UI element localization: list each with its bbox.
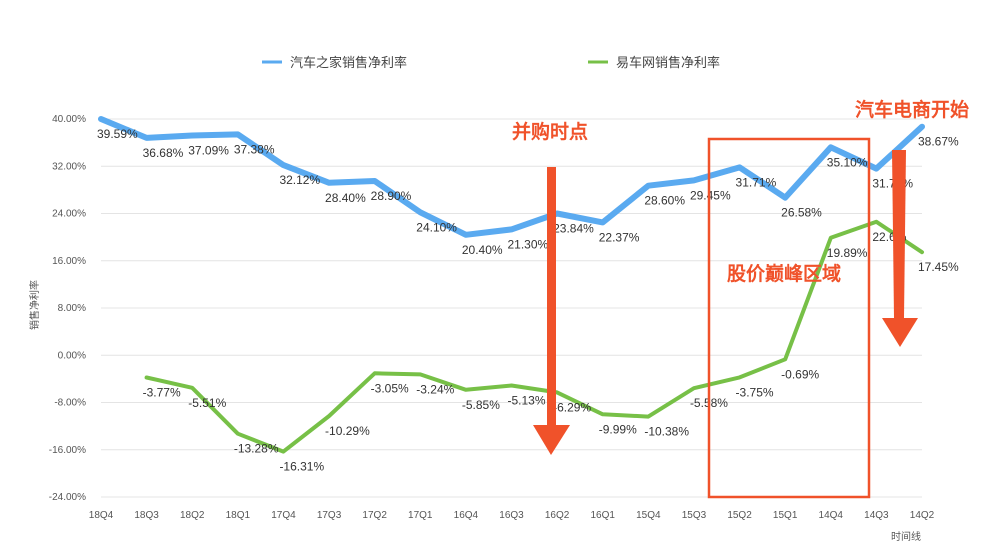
x-tick-label: 17Q4 [271,510,296,521]
x-tick-label: 14Q3 [864,510,889,521]
y-tick-label: 0.00% [58,350,86,361]
data-label-autohome: 28.90% [371,189,412,203]
data-labels-bitauto: -3.77%-5.51%-13.28%-16.31%-10.29%-3.05% -… [143,230,959,474]
x-tick-label: 16Q4 [454,510,479,521]
x-tick-label: 18Q4 [89,510,114,521]
data-label-bitauto: -5.13% [508,394,546,408]
merger-arrow [533,167,570,455]
legend: 汽车之家销售净利率 易车网销售净利率 [262,55,720,70]
legend-label-autohome: 汽车之家销售净利率 [290,55,407,70]
x-axis-title: 时间线 [891,530,921,543]
data-label-autohome: 20.40% [462,243,503,257]
x-tick-label: 16Q2 [545,510,570,521]
x-tick-label: 17Q2 [362,510,387,521]
data-label-bitauto: -5.85% [462,398,500,412]
y-tick-label: -8.00% [54,398,86,409]
legend-label-bitauto: 易车网销售净利率 [616,55,720,70]
data-label-autohome: 32.12% [279,173,320,187]
data-label-bitauto: -0.69% [781,367,819,381]
data-label-bitauto: -9.99% [599,422,637,436]
data-label-bitauto: -3.75% [736,385,774,399]
peak-region-label: 股价巅峰区域 [727,262,841,285]
data-label-autohome: 31.71% [736,175,777,189]
y-tick-label: 16.00% [52,256,86,267]
x-tick-label: 15Q4 [636,510,661,521]
y-axis-title: 销售净利率 [28,280,41,330]
data-label-autohome: 36.68% [143,146,184,160]
merger-point-label: 并购时点 [512,120,588,143]
grid-lines [101,118,922,498]
x-tick-label: 15Q1 [773,510,798,521]
data-label-bitauto: -10.29% [325,424,370,438]
x-tick-label: 18Q1 [226,510,251,521]
data-label-bitauto: -13.28% [234,442,279,456]
y-tick-label: 40.00% [52,114,86,125]
x-tick-label: 14Q2 [910,510,935,521]
data-label-autohome: 26.58% [781,206,822,220]
data-label-autohome: 28.60% [644,194,685,208]
data-label-autohome: 38.67% [918,135,959,149]
data-label-autohome: 37.09% [188,144,229,158]
data-label-bitauto: 17.45% [918,260,959,274]
data-label-autohome: 24.10% [416,220,457,234]
series-line-autohome [98,116,925,238]
data-label-bitauto: -16.31% [279,460,324,474]
data-label-bitauto: 19.89% [827,246,868,260]
data-label-autohome: 35.10% [827,155,868,169]
y-tick-label: 24.00% [52,209,86,220]
data-labels-autohome: 39.59% 36.68% 37.09% 37.38% 32.12% 28.40% 28.9… [97,127,959,257]
y-axis-ticks: 40.00% 32.00% 24.00% 16.00% 8.00% 0.00% -8.00%… [49,114,86,503]
x-axis-ticks: 18Q4 18Q3 18Q2 18Q1 17Q4 17Q3 17Q2 17Q1 16Q4 16Q3… [89,510,935,521]
y-tick-label: 8.00% [58,303,86,314]
data-label-autohome: 29.45% [690,188,731,202]
data-label-bitauto: -5.51% [188,396,226,410]
x-tick-label: 18Q2 [180,510,205,521]
data-label-autohome: 21.30% [508,237,549,251]
x-tick-label: 17Q1 [408,510,433,521]
series-line-bitauto [144,219,924,454]
peak-region-box [707,137,871,499]
x-tick-label: 18Q3 [134,510,159,521]
data-label-autohome: 39.59% [97,127,138,141]
data-label-autohome: 22.37% [599,230,640,244]
data-label-bitauto: -3.77% [143,386,181,400]
x-tick-label: 15Q3 [682,510,707,521]
ecommerce-arrow [882,150,918,347]
x-tick-label: 17Q3 [317,510,342,521]
data-label-autohome: 23.84% [553,222,594,236]
ecommerce-start-label: 汽车电商开始 [855,98,969,121]
x-tick-label: 16Q1 [590,510,615,521]
x-tick-label: 14Q4 [819,510,844,521]
x-tick-label: 16Q3 [499,510,524,521]
data-label-bitauto: -3.05% [371,381,409,395]
data-label-bitauto: -10.38% [644,425,689,439]
y-tick-label: -16.00% [49,445,86,456]
data-label-bitauto: -6.29% [553,400,591,414]
data-label-autohome: 37.38% [234,142,275,156]
y-tick-label: 32.00% [52,161,86,172]
x-tick-label: 15Q2 [727,510,752,521]
data-label-bitauto: -3.24% [416,382,454,396]
y-tick-label: -24.00% [49,492,86,503]
data-label-autohome: 28.40% [325,191,366,205]
